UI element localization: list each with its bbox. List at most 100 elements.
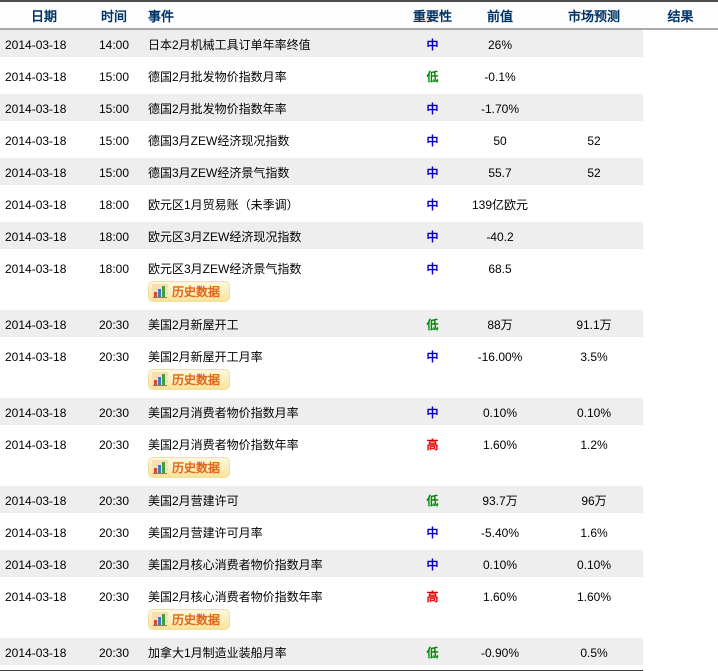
date-cell: 2014-03-18 <box>5 38 67 52</box>
event-cell: 加拿大1月制造业装船月率 <box>140 638 410 660</box>
history-data-button[interactable]: 历史数据 <box>148 369 231 390</box>
time-cell: 20:30 <box>98 438 130 452</box>
forecast-value <box>545 94 643 102</box>
previous-value: 139亿欧元 <box>471 198 529 212</box>
time-cell: 18:00 <box>98 230 130 244</box>
forecast-value: 91.1万 <box>576 318 612 332</box>
event-label: 美国2月消费者物价指数月率 <box>148 406 299 420</box>
event-cell: 德国2月批发物价指数月率 <box>140 62 410 84</box>
table-row: 2014-03-18 14:00 日本2月机械工具订单年率终值 中 26% <box>0 30 643 62</box>
event-cell: 日本2月机械工具订单年率终值 <box>140 30 410 52</box>
forecast-value: 1.2% <box>580 438 608 452</box>
previous-value: 0.10% <box>482 558 518 572</box>
event-cell: 美国2月新屋开工月率 历史数据 <box>140 342 410 390</box>
date-cell: 2014-03-18 <box>5 526 67 540</box>
history-data-button[interactable]: 历史数据 <box>148 457 231 478</box>
forecast-value <box>545 62 643 70</box>
event-label: 加拿大1月制造业装船月率 <box>148 646 287 660</box>
event-cell: 德国3月ZEW经济景气指数 <box>140 158 410 180</box>
table-row: 2014-03-18 20:30 加拿大1月制造业装船月率 低 -0.90% 0… <box>0 638 643 670</box>
date-cell: 2014-03-18 <box>5 102 67 116</box>
table-row: 2014-03-18 20:30 美国2月核心消费者物价指数年率 历史数据 高 … <box>0 582 643 638</box>
date-cell: 2014-03-18 <box>5 494 67 508</box>
event-label: 美国2月新屋开工月率 <box>148 350 263 364</box>
column-header-time: 时间 <box>100 8 127 24</box>
forecast-value: 52 <box>587 134 601 148</box>
event-label: 德国3月ZEW经济现况指数 <box>148 134 290 148</box>
time-cell: 20:30 <box>98 350 130 364</box>
forecast-value: 0.10% <box>576 406 612 420</box>
importance-badge: 中 <box>426 198 439 212</box>
previous-value: 0.10% <box>482 406 518 420</box>
forecast-value <box>545 190 643 198</box>
date-cell: 2014-03-18 <box>5 166 67 180</box>
history-badge-label: 历史数据 <box>172 284 221 299</box>
table-row: 2014-03-18 18:00 欧元区3月ZEW经济景气指数 历史数据 中 6… <box>0 254 643 310</box>
event-label: 欧元区3月ZEW经济现况指数 <box>148 230 302 244</box>
event-label: 欧元区3月ZEW经济景气指数 <box>148 262 302 276</box>
date-cell: 2014-03-18 <box>5 558 67 572</box>
column-header-date: 日期 <box>30 8 57 24</box>
history-data-button[interactable]: 历史数据 <box>148 609 231 630</box>
table-row: 2014-03-18 15:00 德国3月ZEW经济景气指数 中 55.7 52 <box>0 158 643 190</box>
event-label: 美国2月营建许可 <box>148 494 239 508</box>
importance-badge: 低 <box>426 70 439 84</box>
date-cell: 2014-03-18 <box>5 406 67 420</box>
event-cell: 欧元区3月ZEW经济景气指数 历史数据 <box>140 254 410 302</box>
importance-badge: 高 <box>426 590 439 604</box>
history-badge-label: 历史数据 <box>172 612 221 627</box>
table-row: 2014-03-18 20:30 美国2月营建许可月率 中 -5.40% 1.6… <box>0 518 643 550</box>
time-cell: 18:00 <box>98 262 130 276</box>
table-row: 2014-03-18 15:00 德国3月ZEW经济现况指数 中 50 52 <box>0 126 643 158</box>
history-data-button[interactable]: 历史数据 <box>148 281 231 302</box>
event-label: 美国2月核心消费者物价指数年率 <box>148 590 323 604</box>
importance-badge: 中 <box>426 134 439 148</box>
importance-badge: 中 <box>426 166 439 180</box>
time-cell: 18:00 <box>98 198 130 212</box>
importance-badge: 高 <box>426 438 439 452</box>
event-cell: 美国2月新屋开工 <box>140 310 410 332</box>
bar-chart-icon <box>152 460 168 475</box>
forecast-value: 0.5% <box>580 646 608 660</box>
table-header-row: 日期 时间 事件 重要性 前值 市场预测 结果 <box>0 0 718 30</box>
table-row: 2014-03-18 18:00 欧元区1月贸易账（未季调） 中 139亿欧元 <box>0 190 643 222</box>
table-row: 2014-03-18 20:30 美国2月核心消费者物价指数月率 中 0.10%… <box>0 550 643 582</box>
importance-badge: 中 <box>426 406 439 420</box>
time-cell: 20:30 <box>98 494 130 508</box>
date-cell: 2014-03-18 <box>5 134 67 148</box>
importance-badge: 中 <box>426 230 439 244</box>
previous-value: 50 <box>493 134 507 148</box>
importance-badge: 中 <box>426 350 439 364</box>
forecast-value <box>545 222 643 230</box>
date-cell: 2014-03-18 <box>5 318 67 332</box>
forecast-value: 1.60% <box>576 590 612 604</box>
event-label: 德国2月批发物价指数月率 <box>148 70 287 84</box>
event-label: 德国3月ZEW经济景气指数 <box>148 166 290 180</box>
table-row: 2014-03-18 18:00 欧元区3月ZEW经济现况指数 中 -40.2 <box>0 222 643 254</box>
previous-value: -40.2 <box>486 230 514 244</box>
column-header-importance: 重要性 <box>412 8 452 24</box>
forecast-value: 3.5% <box>580 350 608 364</box>
previous-value: 93.7万 <box>482 494 518 508</box>
event-cell: 美国2月消费者物价指数月率 <box>140 398 410 420</box>
time-cell: 20:30 <box>98 526 130 540</box>
table-row: 2014-03-18 20:30 美国2月消费者物价指数年率 历史数据 高 1.… <box>0 430 643 486</box>
bar-chart-icon <box>152 284 168 299</box>
history-badge-label: 历史数据 <box>172 460 221 475</box>
event-cell: 美国2月营建许可月率 <box>140 518 410 540</box>
forecast-value <box>545 254 643 262</box>
column-header-result: 结果 <box>667 8 694 24</box>
column-header-event: 事件 <box>148 8 175 24</box>
event-label: 美国2月新屋开工 <box>148 318 239 332</box>
event-cell: 欧元区3月ZEW经济现况指数 <box>140 222 410 244</box>
event-cell: 欧元区1月贸易账（未季调） <box>140 190 410 212</box>
time-cell: 15:00 <box>98 166 130 180</box>
time-cell: 15:00 <box>98 102 130 116</box>
date-cell: 2014-03-18 <box>5 198 67 212</box>
column-header-previous: 前值 <box>486 8 513 24</box>
previous-value: 68.5 <box>488 262 512 276</box>
bar-chart-icon <box>152 612 168 627</box>
previous-value: -1.70% <box>480 102 520 116</box>
forecast-value: 1.6% <box>580 526 608 540</box>
